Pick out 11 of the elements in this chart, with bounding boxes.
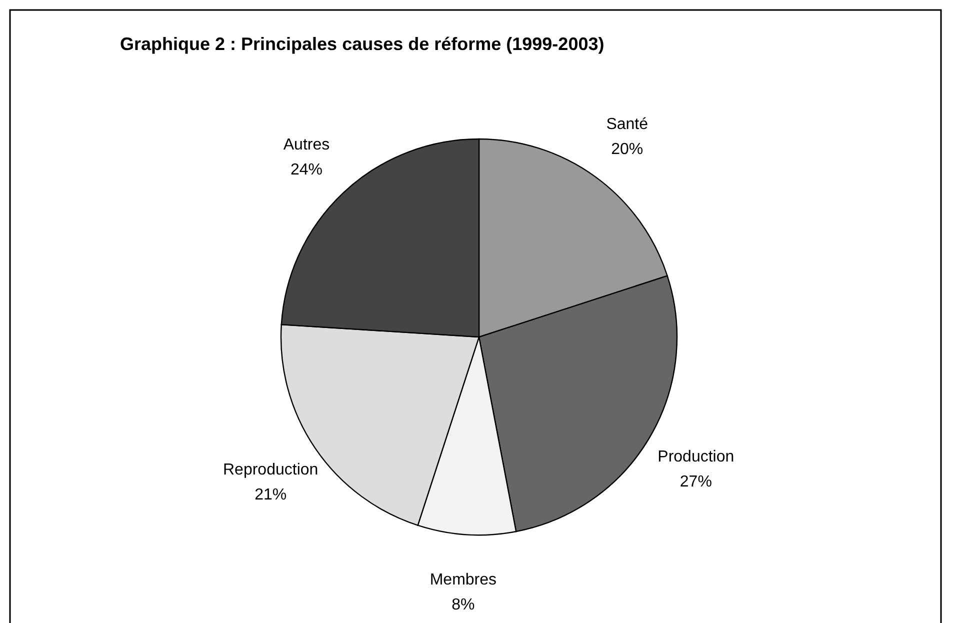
data-label: 20%	[611, 141, 644, 158]
slice-label: Reproduction	[222, 462, 318, 479]
data-label: 21%	[254, 486, 287, 504]
slice-label: Autres	[283, 136, 330, 154]
slice-label: Santé	[606, 116, 648, 134]
slice-label: Membres	[430, 572, 497, 589]
data-label: 24%	[290, 161, 323, 178]
data-label: 27%	[680, 473, 712, 490]
chart-title: Graphique 2 : Principales causes de réforme (1999-2003)	[120, 34, 604, 54]
data-label: 8%	[452, 596, 475, 614]
slice-label: Production	[658, 448, 734, 466]
